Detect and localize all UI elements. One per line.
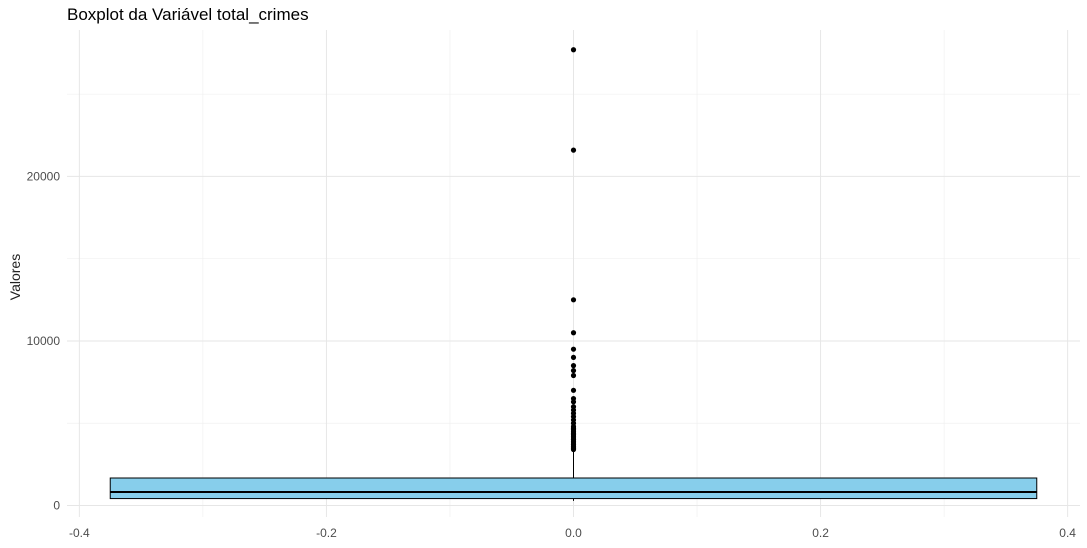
- outlier-point-0: [570, 47, 577, 53]
- y-tick-label-1: 10000: [27, 334, 61, 348]
- outlier-point-4: [570, 346, 577, 352]
- outlier-points: [570, 47, 577, 453]
- outlier-point-33: [570, 446, 577, 453]
- iqr-box: [109, 477, 1038, 500]
- box-layer: [109, 450, 1038, 501]
- outlier-point-6: [570, 363, 577, 369]
- x-tick-label-1: -0.2: [316, 526, 337, 540]
- grid-lines: [67, 30, 1080, 517]
- x-tick-label-2: 0.0: [565, 526, 582, 540]
- outlier-point-7: [570, 367, 577, 374]
- outlier-point-9: [570, 387, 577, 393]
- outlier-point-1: [570, 147, 577, 153]
- outlier-point-2: [570, 297, 577, 303]
- outlier-point-5: [570, 354, 577, 361]
- x-tick-label-4: 0.4: [1059, 526, 1076, 540]
- y-tick-label-2: 20000: [27, 169, 61, 183]
- chart-title: Boxplot da Variável total_crimes: [67, 5, 309, 24]
- x-tick-label-0: -0.4: [69, 526, 90, 540]
- outlier-point-11: [570, 399, 577, 405]
- x-tick-label-3: 0.2: [812, 526, 829, 540]
- tick-labels: 0 10000 20000 -0.4 -0.2 0.0 0.2 0.4: [27, 169, 1077, 540]
- outlier-point-3: [570, 330, 577, 336]
- y-tick-label-0: 0: [53, 498, 60, 512]
- outlier-point-8: [570, 372, 577, 379]
